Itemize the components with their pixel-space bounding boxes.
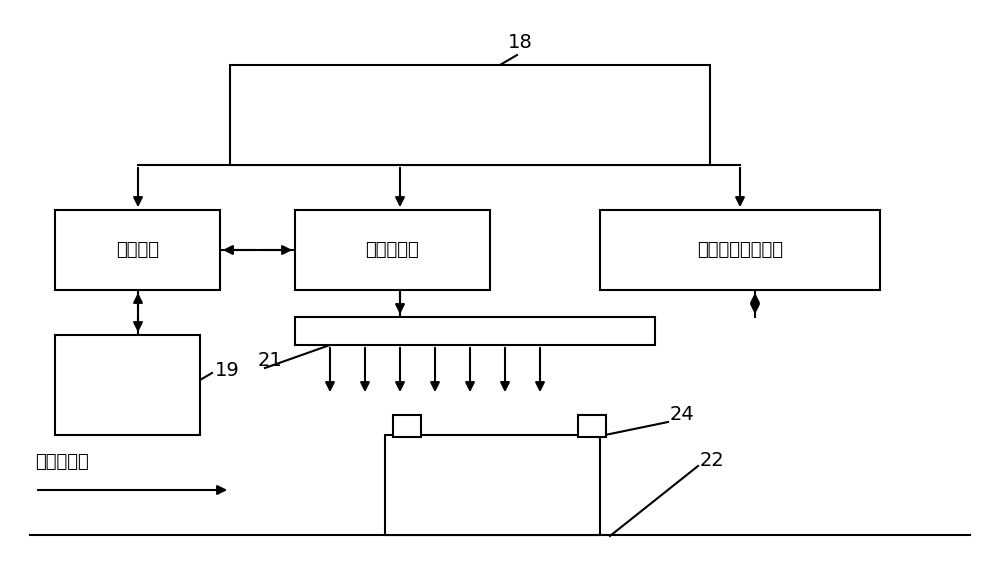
Bar — [385, 435, 600, 535]
Text: 19: 19 — [215, 361, 240, 379]
Bar — [600, 210, 880, 290]
Text: 数字电路: 数字电路 — [116, 241, 159, 259]
Text: 21: 21 — [258, 350, 283, 370]
Text: 流水线方向: 流水线方向 — [35, 453, 89, 471]
Bar — [393, 415, 421, 437]
Bar — [578, 415, 606, 437]
Bar — [230, 65, 710, 165]
Bar — [55, 335, 200, 435]
Text: 主机数据库: 主机数据库 — [366, 241, 419, 259]
Text: 18: 18 — [508, 32, 532, 52]
Text: 24: 24 — [670, 405, 695, 425]
Bar — [295, 317, 655, 345]
Text: 22: 22 — [700, 451, 725, 469]
Bar — [55, 210, 220, 290]
Bar — [295, 210, 490, 290]
Text: 主机探头控制电路: 主机探头控制电路 — [697, 241, 783, 259]
